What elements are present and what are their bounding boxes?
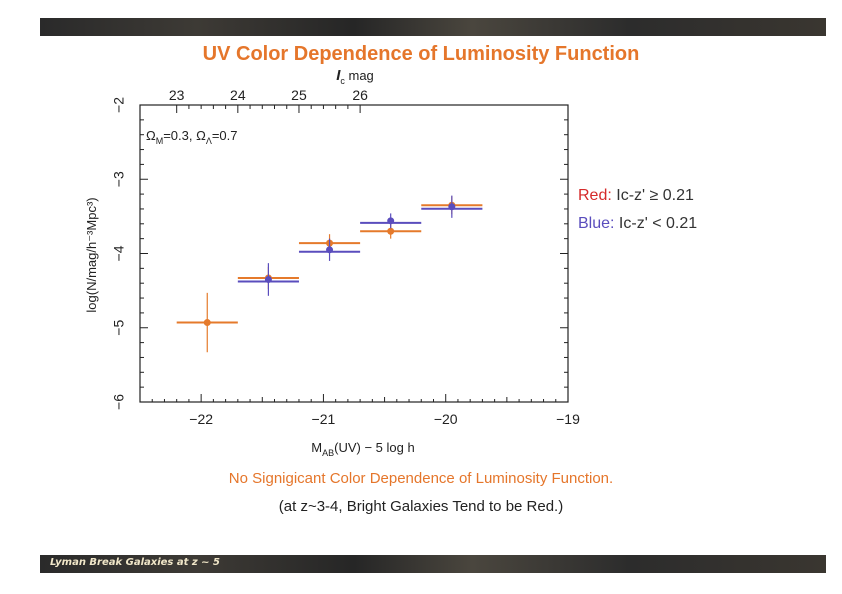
- y-axis-label: log(N/mag/h⁻³Mpc³): [84, 197, 99, 312]
- top-decorative-band: [40, 18, 826, 36]
- top-x-tick-label: 26: [352, 87, 368, 103]
- slide-title: UV Color Dependence of Luminosity Functi…: [202, 43, 640, 65]
- legend-red-text: Ic-z' ≥ 0.21: [616, 187, 694, 204]
- conclusion-line-1: No Signigicant Color Dependence of Lumin…: [228, 470, 614, 487]
- plot-frame: [139, 104, 569, 403]
- data-point: [203, 319, 211, 327]
- data-point: [264, 275, 272, 283]
- y-tick-label: −5: [111, 320, 127, 336]
- data-point: [326, 246, 334, 254]
- data-point: [387, 217, 395, 225]
- cosmology-annotation: ΩM=0.3, ΩΛ=0.7: [146, 128, 238, 146]
- legend-red: Red: Ic-z' ≥ 0.21: [578, 187, 694, 205]
- legend-blue-label: Blue:: [578, 215, 615, 232]
- y-tick-label: −2: [111, 97, 127, 113]
- top-x-tick-label: 25: [291, 87, 307, 103]
- y-tick-label: −6: [111, 394, 127, 410]
- x-tick-label: −21: [312, 411, 336, 427]
- legend-blue-text: Ic-z' < 0.21: [618, 215, 698, 232]
- data-point: [387, 227, 395, 235]
- footer-text: Lyman Break Galaxies at z ~ 5: [50, 557, 220, 568]
- x-axis-label: MAB(UV) − 5 log h: [311, 440, 414, 458]
- data-point: [448, 203, 456, 211]
- top-x-tick-label: 23: [169, 87, 185, 103]
- legend-red-label: Red:: [578, 187, 612, 204]
- bottom-decorative-band: Lyman Break Galaxies at z ~ 5: [40, 555, 826, 573]
- y-tick-label: −4: [111, 245, 127, 261]
- legend-blue: Blue: Ic-z' < 0.21: [578, 215, 697, 233]
- top-x-axis-label: Ic mag: [336, 67, 374, 86]
- conclusion-line-2: (at z~3-4, Bright Galaxies Tend to be Re…: [278, 498, 564, 515]
- y-tick-label: −3: [111, 171, 127, 187]
- x-tick-label: −19: [556, 411, 580, 427]
- top-x-tick-label: 24: [230, 87, 246, 103]
- x-tick-label: −20: [434, 411, 458, 427]
- x-tick-label: −22: [189, 411, 213, 427]
